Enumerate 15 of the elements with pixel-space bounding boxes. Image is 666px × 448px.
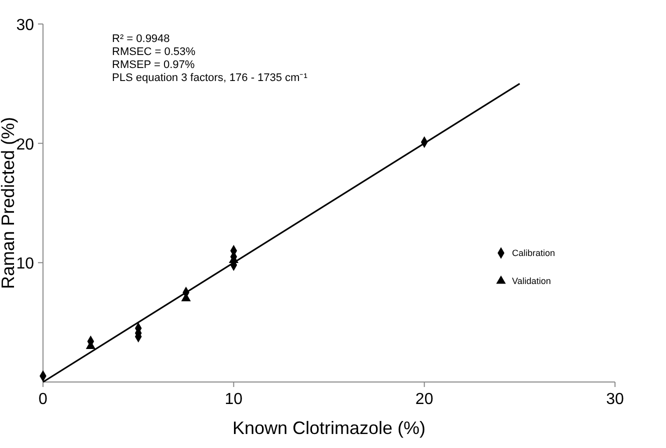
y-tick-label: 20 [16, 136, 34, 154]
x-axis-title: Known Clotrimazole (%) [232, 418, 426, 438]
y-tick-label: 10 [16, 256, 34, 273]
annotation: RMSEC = 0.53% [112, 46, 196, 58]
x-tick-label: 0 [38, 391, 48, 408]
legend-label: Validation [512, 276, 551, 286]
annotation: PLS equation 3 factors, 176 - 1735 cm⁻¹ [112, 72, 308, 84]
y-tick-label: 30 [16, 17, 34, 34]
x-tick-label: 30 [606, 391, 624, 408]
annotation: RMSEP = 0.97% [112, 59, 195, 71]
y-axis-title: Raman Predicted (%) [0, 116, 18, 290]
x-tick-label: 10 [224, 391, 243, 408]
legend-label: Calibration [512, 248, 556, 258]
x-tick-label: 20 [415, 391, 434, 408]
annotation: R² = 0.9948 [112, 33, 170, 45]
